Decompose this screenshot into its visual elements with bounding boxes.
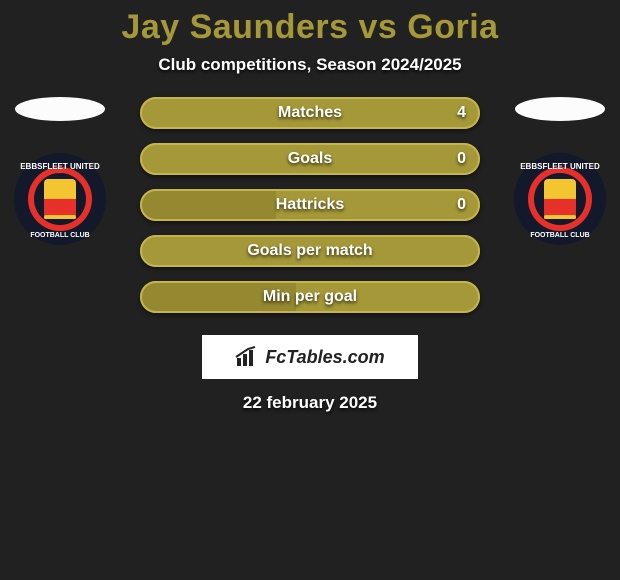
- page-root: Jay Saunders vs Goria Club competitions,…: [0, 0, 620, 580]
- footer-date: 22 february 2025: [0, 393, 620, 413]
- player-right-silhouette-oval: [515, 97, 605, 121]
- page-title: Jay Saunders vs Goria: [0, 8, 620, 47]
- stat-row: Min per goal: [140, 281, 480, 313]
- stat-row: Matches 4: [140, 97, 480, 129]
- stat-label: Min per goal: [263, 288, 357, 306]
- ebbsfleet-badge-icon: EBBSFLEET UNITED FOOTBALL CLUB: [512, 151, 608, 247]
- stat-fill: [140, 189, 276, 221]
- stat-label: Matches: [278, 104, 342, 122]
- content-area: EBBSFLEET UNITED FOOTBALL CLUB EBBSFLEET…: [0, 97, 620, 313]
- stat-label: Hattricks: [276, 196, 344, 214]
- ebbsfleet-badge-icon: EBBSFLEET UNITED FOOTBALL CLUB: [12, 151, 108, 247]
- svg-text:EBBSFLEET UNITED: EBBSFLEET UNITED: [20, 162, 100, 171]
- stat-row: Goals per match: [140, 235, 480, 267]
- player-right-column: EBBSFLEET UNITED FOOTBALL CLUB: [510, 97, 610, 249]
- stat-label: Goals: [288, 150, 332, 168]
- stat-row: Hattricks 0: [140, 189, 480, 221]
- stat-right-value: 0: [457, 196, 466, 214]
- player-left-silhouette-oval: [15, 97, 105, 121]
- stat-row: Goals 0: [140, 143, 480, 175]
- brand-text: FcTables.com: [265, 347, 384, 368]
- svg-text:FOOTBALL CLUB: FOOTBALL CLUB: [30, 232, 89, 239]
- svg-text:FOOTBALL CLUB: FOOTBALL CLUB: [530, 232, 589, 239]
- page-subtitle: Club competitions, Season 2024/2025: [0, 55, 620, 75]
- stat-right-value: 0: [457, 150, 466, 168]
- club-badge-left: EBBSFLEET UNITED FOOTBALL CLUB: [10, 149, 110, 249]
- bar-chart-icon: [235, 346, 259, 368]
- club-badge-right: EBBSFLEET UNITED FOOTBALL CLUB: [510, 149, 610, 249]
- stat-label: Goals per match: [247, 242, 372, 260]
- brand-box[interactable]: FcTables.com: [202, 335, 418, 379]
- stat-right-value: 4: [457, 104, 466, 122]
- player-left-column: EBBSFLEET UNITED FOOTBALL CLUB: [10, 97, 110, 249]
- svg-text:EBBSFLEET UNITED: EBBSFLEET UNITED: [520, 162, 600, 171]
- stats-list: Matches 4 Goals 0 Hattricks 0 Goals per match M…: [140, 97, 480, 313]
